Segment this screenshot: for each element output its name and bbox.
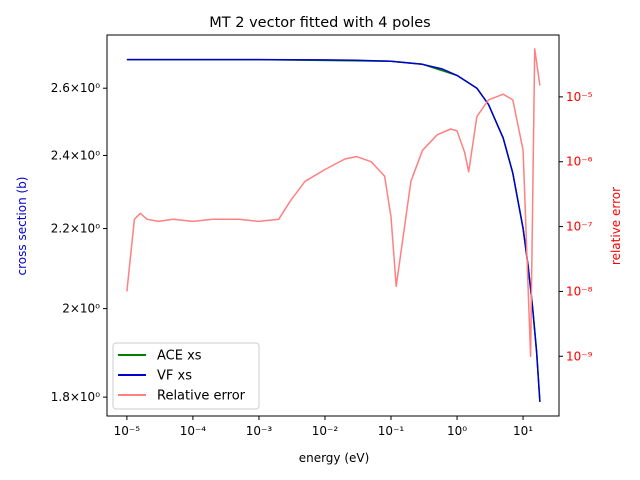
y-left-tick-label: 2×10⁰ (62, 302, 100, 316)
y-left-tick-label: 2.6×10⁰ (51, 81, 100, 95)
y-left-tick-label: 1.8×10⁰ (51, 390, 100, 404)
x-tick-label: 10⁰ (447, 424, 467, 438)
plot-frame (106, 34, 560, 417)
y-right-tick-label: 10⁻⁶ (566, 155, 593, 169)
legend-entry-label: ACE xs (157, 349, 202, 364)
x-tick-label: 10⁻² (312, 424, 339, 438)
legend: ACE xs VF xs Relative error (112, 342, 260, 410)
y-left-tick-label: 2.2×10⁰ (51, 222, 100, 236)
x-tick-label: 10⁻⁴ (180, 424, 207, 438)
y-left-tick-label: 2.4×10⁰ (51, 148, 100, 162)
x-tick-label: 10⁻⁵ (114, 424, 141, 438)
y-right-tick-label: 10⁻⁵ (566, 90, 593, 104)
axes: 10⁻⁵ 10⁻⁴ 10⁻³ 10⁻² 10⁻¹ 10⁰ 10¹ 1.8×10⁰ 2×10⁰ 2.… (51, 34, 593, 438)
plot-marks (126, 48, 541, 402)
y-axis-right-label: relative error (609, 187, 623, 265)
series-line-vf-xs (126, 58, 541, 402)
y-right-tick-label: 10⁻⁸ (566, 284, 593, 298)
legend-entry-label: Relative error (157, 389, 246, 404)
y-right-tick-label: 10⁻⁹ (566, 349, 593, 363)
series-line-relative-error (126, 48, 541, 358)
legend-box (112, 342, 260, 410)
x-tick-label: 10¹ (513, 424, 533, 438)
y-right-tick-label: 10⁻⁷ (566, 220, 593, 234)
x-tick-label: 10⁻¹ (378, 424, 405, 438)
y-axis-left-label: cross section (b) (15, 177, 29, 276)
x-tick-label: 10⁻³ (246, 424, 273, 438)
legend-entry-label: VF xs (157, 369, 192, 384)
x-axis-label: energy (eV) (299, 451, 370, 465)
chart-title: MT 2 vector fitted with 4 poles (209, 15, 430, 31)
